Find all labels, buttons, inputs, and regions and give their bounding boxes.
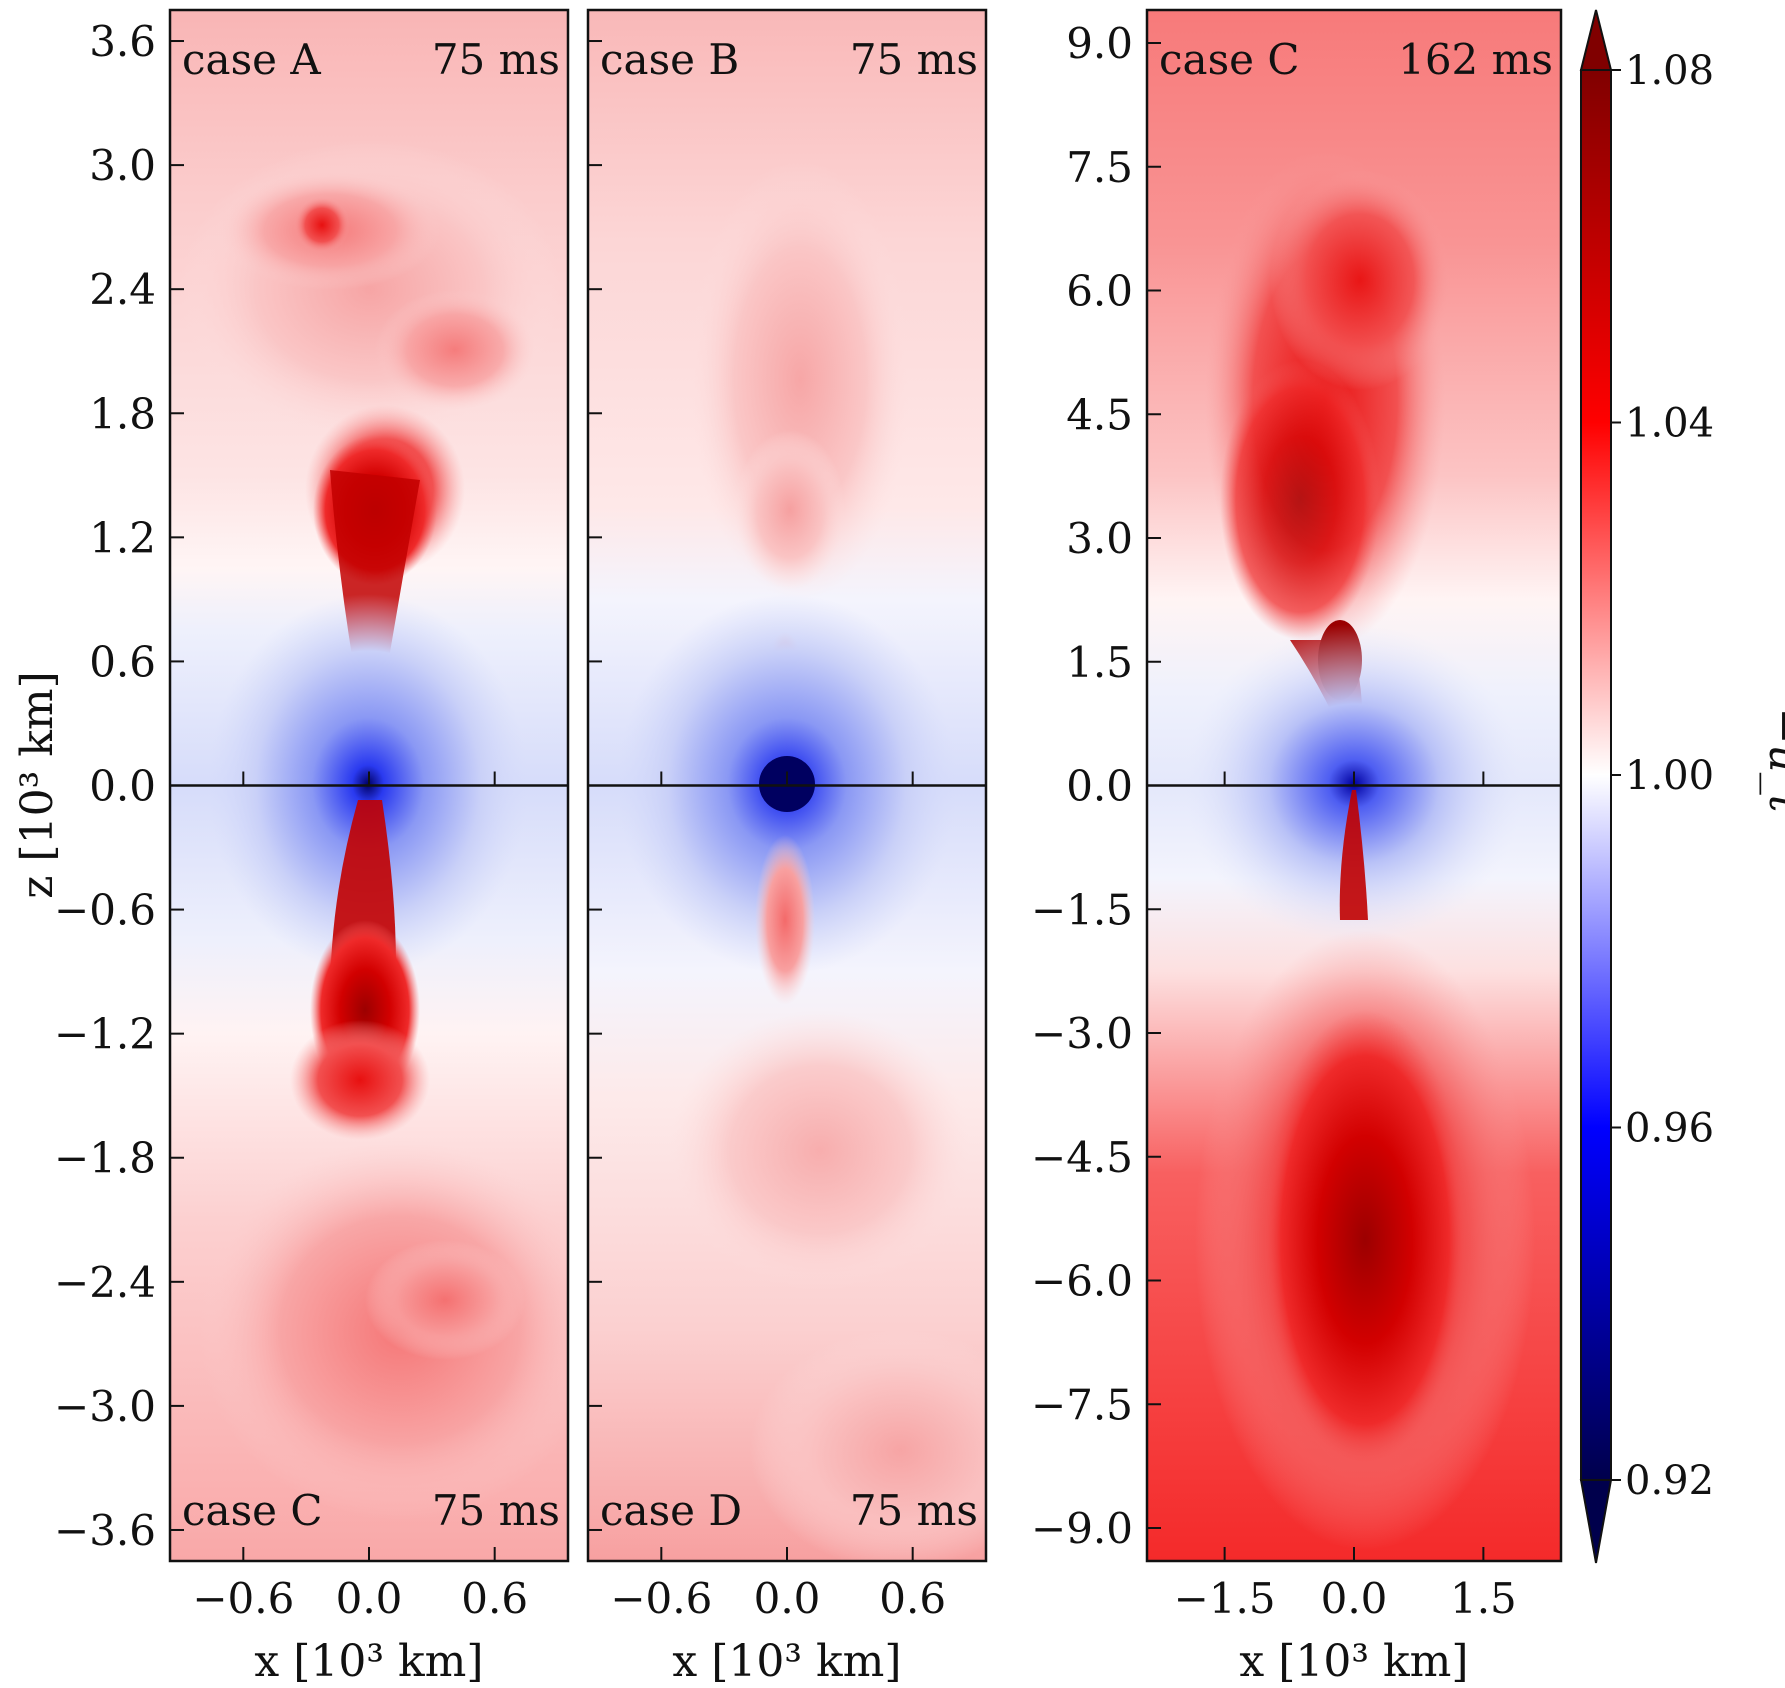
panels-layer: −0.6 0.0 0.6 −3.6 −3.0 −2.4 −1.8 −1.2 −0.6 0.0 0.6…: [54, 8, 1563, 1687]
panel-left: −0.6 0.0 0.6 −3.6 −3.0 −2.4 −1.8 −1.2 −0.6 0.0 0.6…: [54, 8, 570, 1687]
panel-middle-top-case-label: case B: [600, 35, 739, 84]
panel-right: −1.5 0.0 1.5 −9.0 −7.5 −6.0 −4.5 −3.0 −1.5 0.0 1.5…: [1031, 8, 1563, 1687]
panel-right-x-axis-label: x [10³ km]: [1239, 1636, 1468, 1687]
colorbar-tick-label: 1.08: [1625, 48, 1714, 94]
panel-left-bottom-case-label: case C: [182, 1486, 322, 1535]
y-tick-label: −6.0: [1031, 1257, 1133, 1306]
y-axis-label: z [10³ km]: [12, 671, 63, 899]
panel-middle-x-axis-label: x [10³ km]: [672, 1636, 901, 1687]
panel-middle-image: [588, 10, 986, 1561]
colorbar-tick-label: 1.04: [1625, 401, 1714, 447]
panel-left-image: [170, 10, 568, 1561]
panel-middle-top-time-label: 75 ms: [850, 35, 978, 84]
colorbar-tick-label: 1.00: [1625, 753, 1714, 799]
colorbar-extend-top: [1579, 9, 1613, 71]
panel-middle-bottom-time-label: 75 ms: [850, 1486, 978, 1535]
x-tick-label: −0.6: [610, 1574, 712, 1623]
y-tick-label: −0.6: [54, 886, 156, 935]
colorbar-ticks: 0.92 0.96 1.00 1.04 1.08: [1611, 48, 1714, 1504]
colorbar: 0.92 0.96 1.00 1.04 1.08 −u_t: [1579, 9, 1785, 1564]
y-tick-label: 0.0: [1066, 762, 1133, 811]
x-tick-label: −0.6: [192, 1574, 294, 1623]
y-tick-label: 4.5: [1066, 390, 1133, 439]
y-tick-label: −4.5: [1031, 1133, 1133, 1182]
y-tick-label: −2.4: [54, 1258, 156, 1307]
panel-right-top-time-label: 162 ms: [1398, 35, 1553, 84]
y-tick-label: −3.6: [54, 1506, 156, 1555]
y-tick-label: 7.5: [1066, 143, 1133, 192]
y-tick-label: 1.8: [89, 389, 156, 438]
y-tick-label: −9.0: [1031, 1504, 1133, 1553]
y-tick-label: 2.4: [89, 265, 156, 314]
x-tick-label: 0.6: [461, 1574, 528, 1623]
panel-left-x-axis-label: x [10³ km]: [254, 1636, 483, 1687]
y-tick-label: 0.0: [89, 762, 156, 811]
colorbar-tick-label: 0.96: [1625, 1106, 1714, 1152]
colorbar-extend-bottom: [1579, 1479, 1613, 1564]
y-tick-label: 3.0: [89, 141, 156, 190]
y-tick-label: 3.6: [89, 17, 156, 66]
y-tick-label: −3.0: [1031, 1009, 1133, 1058]
y-tick-label: 1.2: [89, 513, 156, 562]
y-tick-label: 9.0: [1066, 19, 1133, 68]
x-tick-label: 0.0: [1321, 1574, 1388, 1623]
y-tick-label: −1.8: [54, 1134, 156, 1183]
y-tick-label: −7.5: [1031, 1380, 1133, 1429]
panel-left-top-time-label: 75 ms: [432, 35, 560, 84]
y-tick-label: 3.0: [1066, 514, 1133, 563]
x-tick-label: 0.0: [336, 1574, 403, 1623]
colorbar-gradient: [1581, 70, 1611, 1480]
y-tick-label: −1.2: [54, 1010, 156, 1059]
colorbar-tick-label: 0.92: [1625, 1458, 1714, 1504]
y-tick-label: 0.6: [89, 637, 156, 686]
y-tick-label: 6.0: [1066, 267, 1133, 316]
x-tick-label: −1.5: [1174, 1574, 1276, 1623]
panel-left-bottom-time-label: 75 ms: [432, 1486, 560, 1535]
panel-right-top-case-label: case C: [1159, 35, 1299, 84]
panel-middle: −0.6 0.0 0.6 x [10³ km] case B 75 ms case D 75 …: [586, 8, 988, 1687]
panel-left-top-case-label: case A: [182, 35, 321, 84]
x-tick-label: 0.6: [879, 1574, 946, 1623]
panel-middle-bottom-case-label: case D: [600, 1486, 742, 1535]
colorbar-label: −u_t: [1759, 708, 1785, 813]
y-tick-label: −1.5: [1031, 885, 1133, 934]
y-tick-label: −3.0: [54, 1382, 156, 1431]
y-tick-label: 1.5: [1066, 638, 1133, 687]
x-tick-label: 0.0: [754, 1574, 821, 1623]
x-tick-label: 1.5: [1450, 1574, 1517, 1623]
